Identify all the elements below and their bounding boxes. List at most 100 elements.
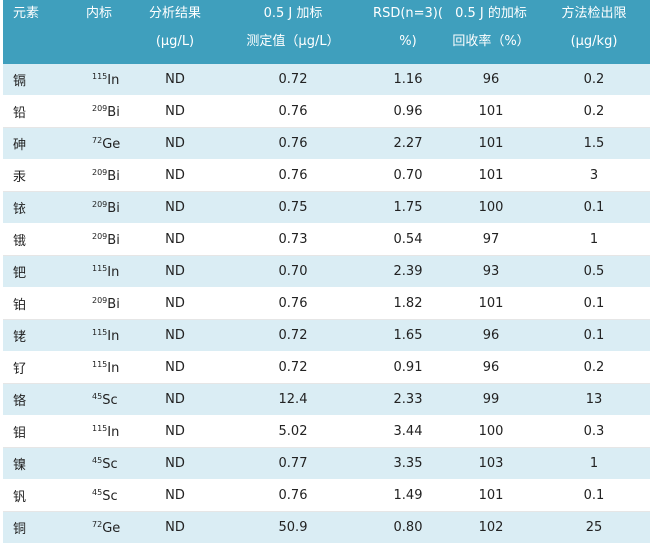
element-name: 钼 (13, 426, 27, 441)
rsd-value: 2.39 (393, 264, 423, 279)
table-row: 铂 209Bi ND 0.76 1.82 101 0.1 (3, 287, 650, 320)
table-row: 钼 115In ND 5.02 3.44 100 0.3 (3, 415, 650, 448)
measured-value: 0.76 (278, 296, 308, 311)
cell-measured: 0.76 (214, 479, 372, 512)
cell-recovery: 101 (444, 95, 538, 128)
element-name: 铂 (13, 298, 27, 313)
measured-value: 0.72 (278, 360, 308, 375)
cell-recovery: 96 (444, 64, 538, 96)
isotope-mass: 115 (92, 423, 108, 433)
table-row: 钯 115In ND 0.70 2.39 93 0.5 (3, 255, 650, 288)
isotope-symbol: Bi (107, 296, 120, 312)
table-row: 钌 115In ND 0.72 0.91 96 0.2 (3, 351, 650, 384)
cell-internal-standard: 72Ge (66, 127, 136, 160)
rsd-value: 3.44 (393, 424, 423, 439)
cell-element: 汞 (3, 159, 66, 192)
cell-result: ND (136, 287, 214, 320)
cell-internal-standard: 45Sc (66, 447, 136, 480)
cell-measured: 0.76 (214, 159, 372, 192)
mdl-value: 3 (589, 168, 599, 183)
cell-mdl: 0.1 (538, 287, 650, 320)
cell-mdl: 0.1 (538, 319, 650, 352)
internal-standard: 115In (66, 424, 119, 440)
cell-measured: 0.72 (214, 351, 372, 384)
cell-internal-standard: 209Bi (66, 95, 136, 128)
result-value: ND (165, 104, 185, 119)
cell-element: 砷 (3, 127, 66, 160)
cell-result: ND (136, 447, 214, 480)
cell-internal-standard: 115In (66, 255, 136, 288)
cell-result: ND (136, 223, 214, 256)
mdl-value: 0.5 (583, 264, 605, 279)
isotope-mass: 115 (92, 359, 108, 369)
result-value: ND (165, 264, 185, 279)
cell-element: 铂 (3, 287, 66, 320)
cell-element: 铬 (3, 383, 66, 416)
table-row: 铬 45Sc ND 12.4 2.33 99 13 (3, 383, 650, 416)
isotope-symbol: In (107, 72, 120, 88)
isotope-symbol: Sc (102, 488, 118, 504)
header-recovery-line1: 0.5 J 的加标 (455, 6, 527, 21)
internal-standard: 115In (66, 72, 119, 88)
cell-element: 铱 (3, 191, 66, 224)
recovery-value: 100 (478, 200, 504, 215)
header-rsd-line1: RSD(n=3)( (373, 6, 443, 21)
cell-recovery: 96 (444, 319, 538, 352)
recovery-value: 101 (478, 104, 504, 119)
cell-rsd: 0.54 (372, 223, 444, 256)
result-value: ND (165, 168, 185, 183)
rsd-value: 0.91 (393, 360, 423, 375)
cell-internal-standard: 115In (66, 64, 136, 96)
cell-mdl: 0.3 (538, 415, 650, 448)
cell-element: 铅 (3, 95, 66, 128)
internal-standard: 209Bi (66, 168, 120, 184)
rsd-value: 0.80 (393, 520, 423, 535)
cell-measured: 5.02 (214, 415, 372, 448)
element-name: 钯 (13, 266, 27, 281)
cell-mdl: 3 (538, 159, 650, 192)
isotope-symbol: In (107, 264, 120, 280)
measured-value: 0.77 (278, 456, 308, 471)
element-name: 汞 (13, 170, 27, 185)
table-body: 镉 115In ND 0.72 1.16 96 0.2 铅 209Bi ND 0… (3, 64, 650, 544)
header-spike-measured-line1: 0.5 J 加标 (263, 6, 323, 21)
rsd-value: 1.75 (393, 200, 423, 215)
element-name: 锇 (13, 234, 27, 249)
mdl-value: 13 (585, 392, 603, 407)
cell-measured: 0.72 (214, 319, 372, 352)
element-name: 钌 (13, 362, 27, 377)
cell-element: 钌 (3, 351, 66, 384)
mdl-value: 0.1 (583, 296, 605, 311)
element-name: 钒 (13, 490, 27, 505)
cell-mdl: 13 (538, 383, 650, 416)
header-spike-measured-line2: 测定值（μg/L） (246, 34, 340, 49)
cell-recovery: 99 (444, 383, 538, 416)
cell-mdl: 1.5 (538, 127, 650, 160)
measured-value: 0.76 (278, 104, 308, 119)
measured-value: 0.72 (278, 328, 308, 343)
isotope-symbol: Bi (107, 104, 120, 120)
cell-rsd: 0.80 (372, 511, 444, 544)
header-mdl-line2: (μg/kg) (570, 34, 618, 49)
element-name: 铬 (13, 394, 27, 409)
cell-result: ND (136, 255, 214, 288)
cell-mdl: 1 (538, 447, 650, 480)
cell-rsd: 3.44 (372, 415, 444, 448)
header-result-line1: 分析结果 (148, 6, 201, 21)
cell-mdl: 0.5 (538, 255, 650, 288)
isotope-mass: 209 (92, 231, 108, 241)
mdl-value: 1 (589, 232, 599, 247)
cell-internal-standard: 115In (66, 319, 136, 352)
cell-measured: 0.75 (214, 191, 372, 224)
cell-measured: 50.9 (214, 511, 372, 544)
cell-rsd: 1.49 (372, 479, 444, 512)
isotope-symbol: Ge (102, 136, 121, 152)
cell-measured: 0.76 (214, 127, 372, 160)
cell-element: 钒 (3, 479, 66, 512)
result-value: ND (165, 392, 185, 407)
isotope-mass: 209 (92, 167, 108, 177)
isotope-mass: 115 (92, 263, 108, 273)
header-recovery-line2: 回收率（%） (452, 34, 530, 49)
header-mdl-line1: 方法检出限 (561, 6, 627, 21)
header-mdl: 方法检出限 (μg/kg) (538, 0, 650, 64)
